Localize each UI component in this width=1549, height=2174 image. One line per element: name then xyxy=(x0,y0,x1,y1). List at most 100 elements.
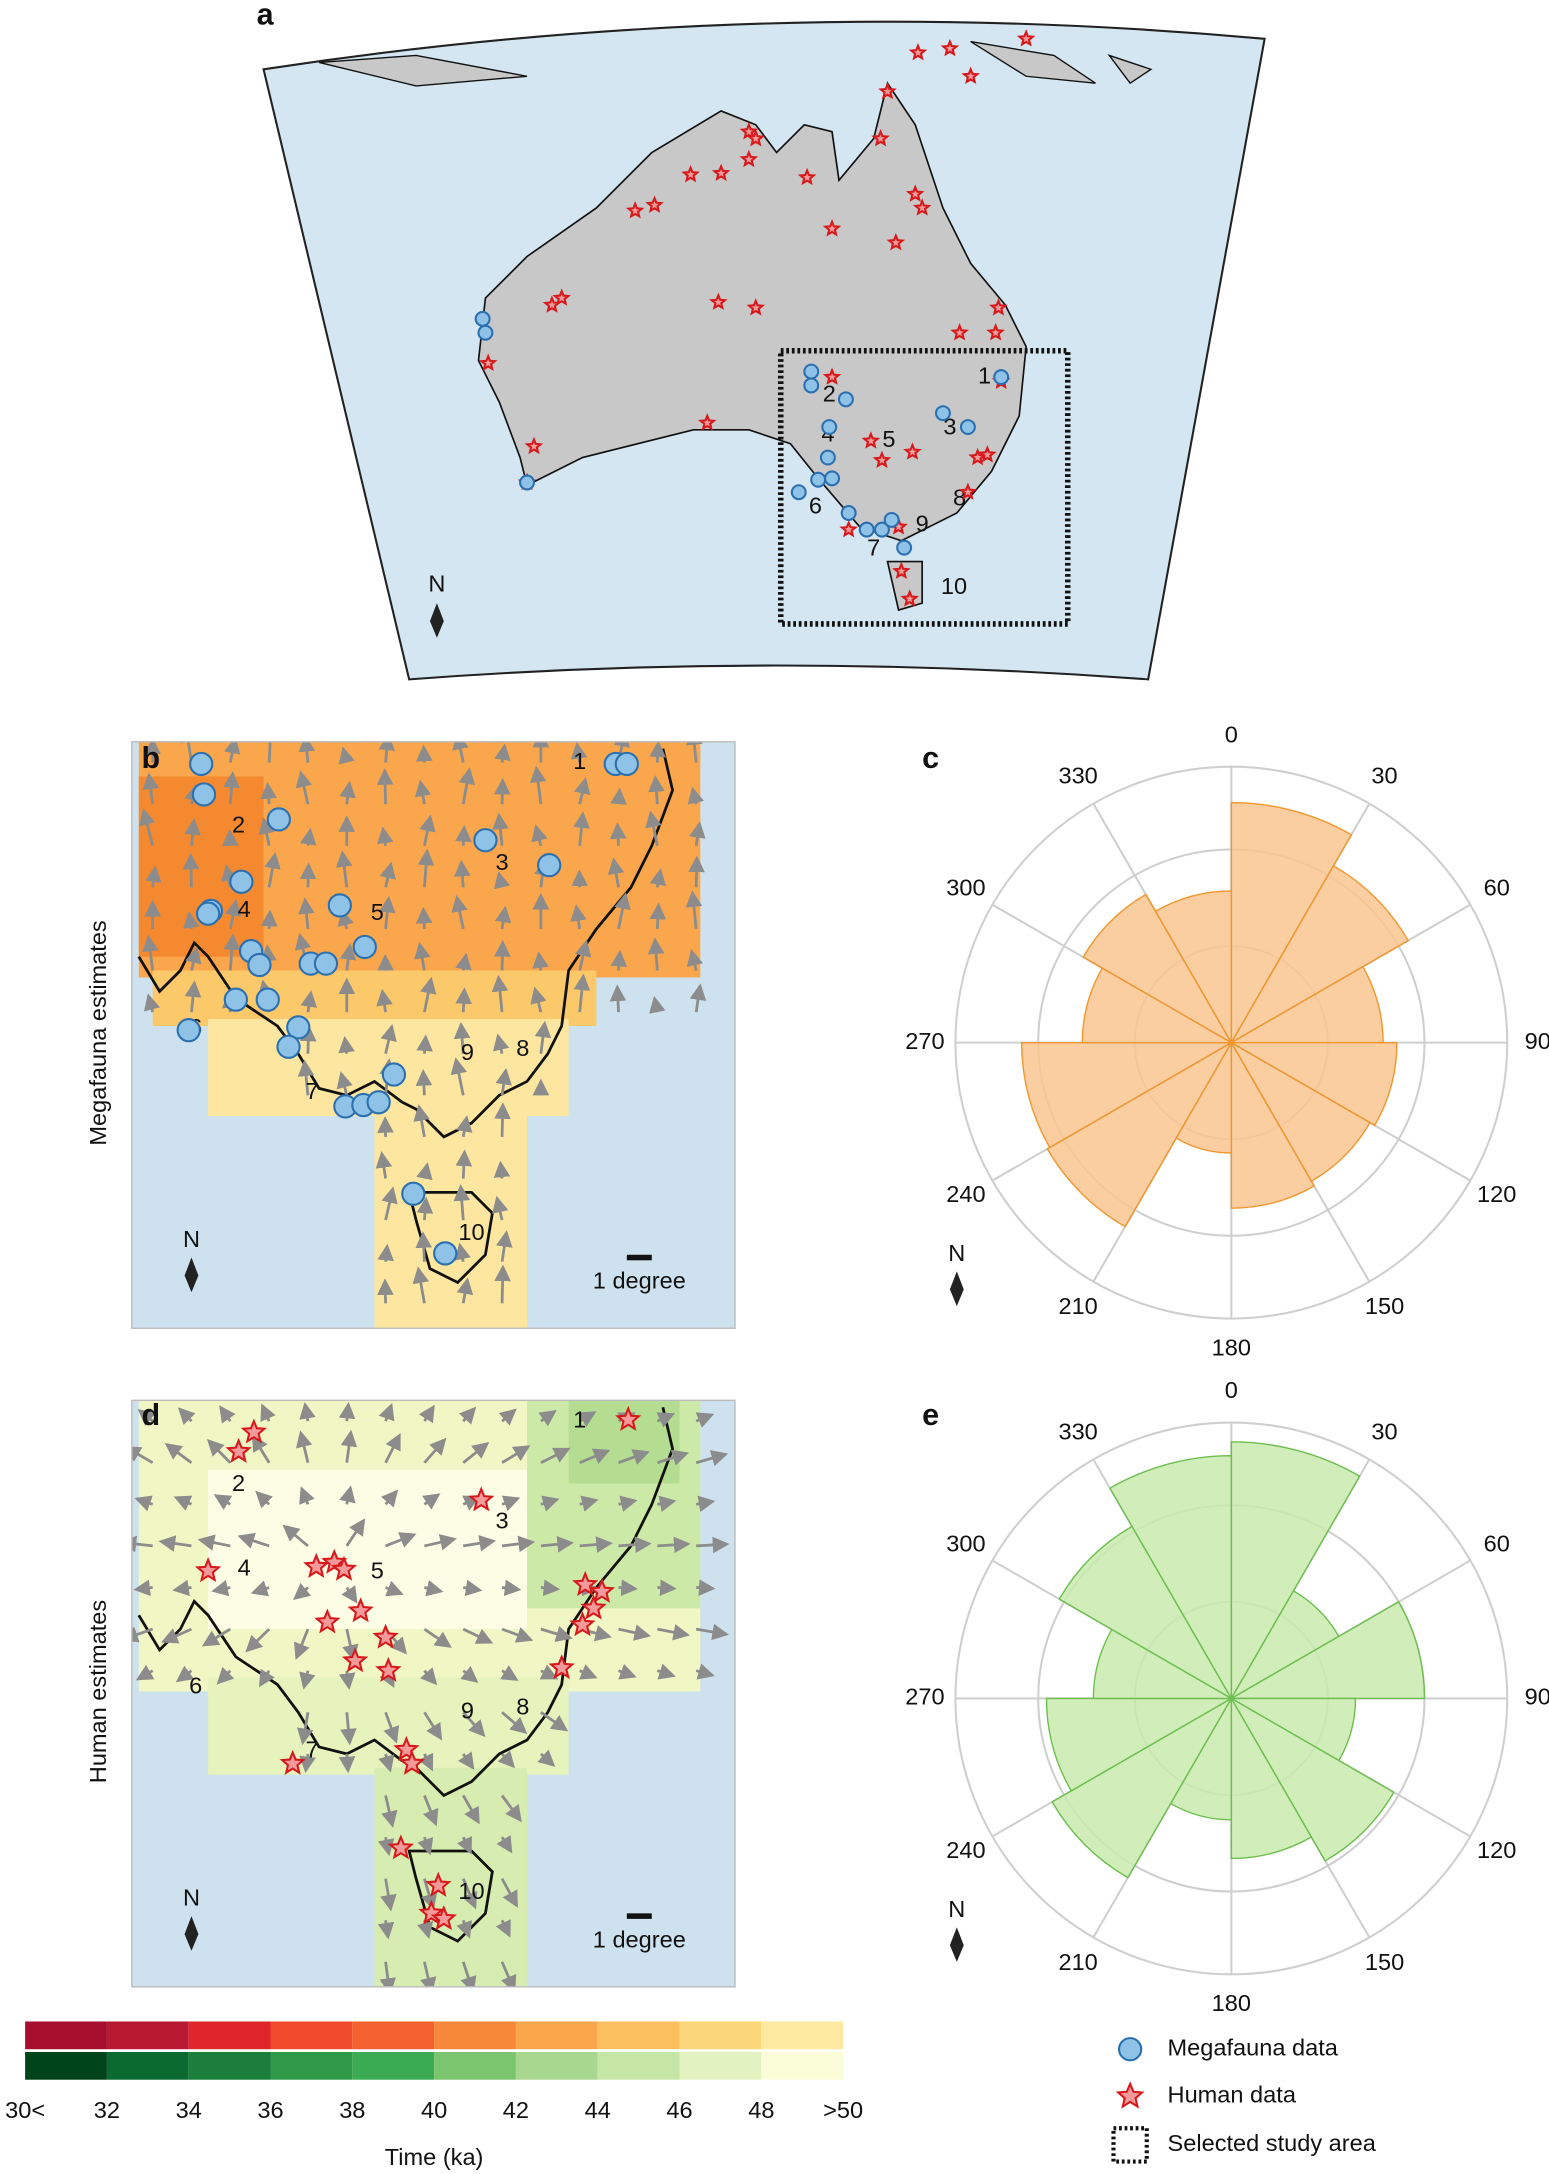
flow-arrow xyxy=(696,1536,730,1554)
flow-arrow xyxy=(656,1412,676,1428)
megafauna-site xyxy=(790,484,807,501)
flow-arrow xyxy=(657,1624,691,1641)
colorbar-cell xyxy=(25,2051,107,2080)
flow-arrow xyxy=(656,1449,690,1466)
megafauna-site xyxy=(477,324,494,341)
megafauna-site xyxy=(229,869,254,894)
flow-arrow xyxy=(423,1437,447,1464)
human-site xyxy=(430,1905,457,1931)
human-site xyxy=(872,450,892,468)
human-site xyxy=(839,519,858,538)
human-site xyxy=(681,165,700,183)
map-a xyxy=(262,20,1266,681)
flow-arrow xyxy=(500,1665,519,1681)
megafauna-site xyxy=(366,1090,391,1115)
flow-arrow xyxy=(412,1266,429,1304)
flow-arrow xyxy=(494,940,511,971)
flow-arrow xyxy=(340,1429,358,1463)
human-site xyxy=(1115,2081,1145,2109)
megafauna-site xyxy=(519,474,535,491)
flow-arrow xyxy=(298,897,315,930)
flow-arrow xyxy=(657,1495,677,1512)
north-arrow xyxy=(949,1271,964,1307)
human-site xyxy=(711,163,731,181)
site-label: 2 xyxy=(232,1470,245,1496)
flow-arrow xyxy=(133,1579,153,1597)
flow-arrow xyxy=(645,810,662,847)
flow-arrow xyxy=(532,951,549,971)
flow-arrow xyxy=(381,1489,399,1508)
site-label: 6 xyxy=(189,1673,202,1699)
flow-arrow xyxy=(299,827,317,846)
flow-arrow xyxy=(610,949,628,971)
flow-arrow xyxy=(689,983,707,1013)
legend-marker xyxy=(1118,2037,1143,2062)
flow-arrow xyxy=(574,939,592,971)
flow-arrow xyxy=(657,1536,691,1554)
human-site xyxy=(330,1555,358,1581)
human-site xyxy=(1016,29,1036,47)
theta-tick-label: 120 xyxy=(1477,1837,1516,1863)
flow-arrow xyxy=(460,1961,477,1987)
megafauna-site xyxy=(195,901,221,926)
human-site xyxy=(569,1611,596,1637)
flow-arrow xyxy=(299,1670,316,1690)
human-site xyxy=(314,1608,341,1634)
flow-arrow xyxy=(267,741,272,763)
flow-arrow xyxy=(376,826,394,846)
flow-arrow xyxy=(462,1441,490,1464)
flow-arrow xyxy=(293,1582,312,1600)
flow-arrow xyxy=(695,1412,715,1428)
colorbar-cell xyxy=(188,2051,271,2080)
colorbar-cell xyxy=(352,2021,435,2050)
human-site xyxy=(580,1594,607,1620)
flow-arrow xyxy=(500,1878,518,1908)
rose-sector xyxy=(1230,801,1353,1046)
human-site xyxy=(746,128,766,147)
flow-arrow xyxy=(258,1668,275,1688)
flow-arrow xyxy=(458,1406,477,1425)
human-site xyxy=(548,1654,575,1680)
megafauna-site xyxy=(327,893,352,918)
megafauna-site xyxy=(474,310,491,327)
flow-arrow xyxy=(416,744,433,763)
flow-arrow xyxy=(494,905,512,930)
flow-arrow xyxy=(384,1433,401,1464)
colorbar-tick-label: 42 xyxy=(503,2097,529,2123)
flow-arrow xyxy=(145,865,162,888)
flow-arrow xyxy=(609,822,627,846)
flow-arrow xyxy=(529,765,547,805)
flow-arrow xyxy=(451,894,468,930)
flow-arrow xyxy=(258,817,275,847)
flow-arrow xyxy=(453,1184,471,1221)
y-label: Human estimates xyxy=(85,1600,111,1783)
flow-arrow xyxy=(413,1104,430,1138)
site-label: 1 xyxy=(573,1406,586,1432)
megafauna-site xyxy=(803,377,820,394)
flow-arrow xyxy=(455,1149,473,1179)
megafauna-site xyxy=(313,951,339,976)
flow-arrow xyxy=(339,943,357,971)
site-label: 9 xyxy=(461,1039,474,1065)
flow-arrow xyxy=(688,855,705,888)
flow-arrow xyxy=(250,1580,270,1597)
human-site xyxy=(552,288,571,306)
flow-arrow xyxy=(454,859,471,888)
flow-arrow xyxy=(414,941,431,971)
flow-arrow xyxy=(540,1625,573,1642)
site-label: 2 xyxy=(232,812,245,838)
map-frame xyxy=(131,1399,736,1988)
flow-arrow xyxy=(383,1711,400,1744)
human-site xyxy=(645,195,664,213)
flow-arrow xyxy=(338,1035,355,1054)
y-label: Megafauna estimates xyxy=(85,920,111,1145)
flow-arrow xyxy=(424,1580,444,1597)
rose-sector xyxy=(1230,1695,1313,1860)
flow-arrow xyxy=(500,1794,522,1823)
flow-arrow xyxy=(376,988,393,1013)
colorbar-cell xyxy=(270,2021,353,2050)
colorbar-tick-label: 40 xyxy=(421,2097,447,2123)
human-site xyxy=(822,219,842,237)
colorbar-cell xyxy=(434,2021,516,2050)
